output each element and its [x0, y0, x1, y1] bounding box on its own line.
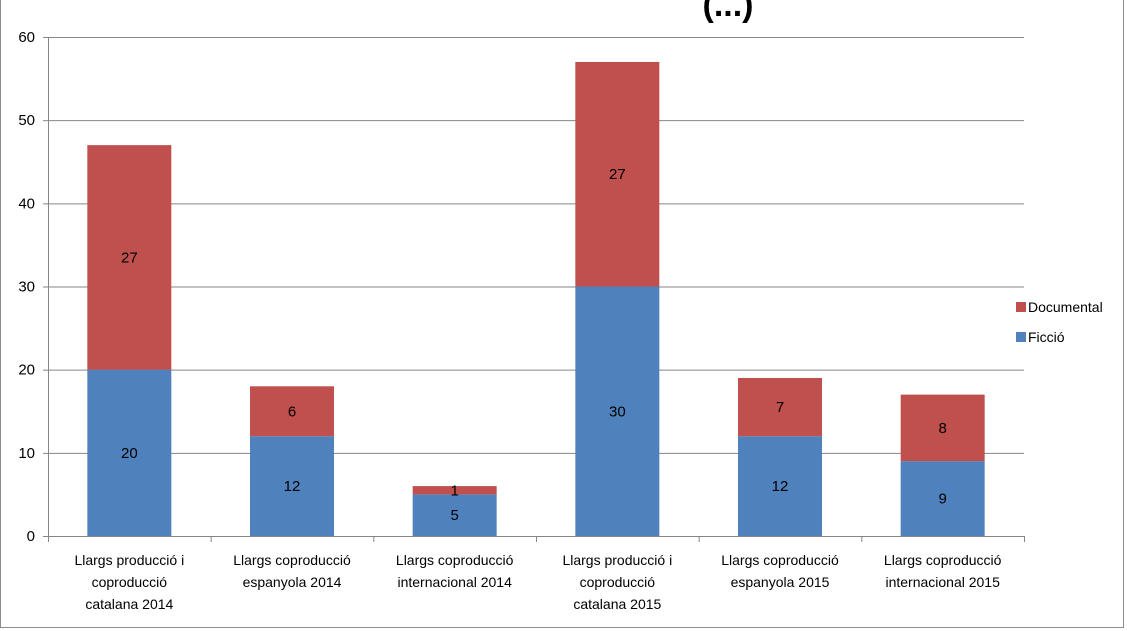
- data-label: 9: [938, 491, 946, 508]
- bar-segment: [900, 461, 985, 536]
- data-label: 27: [609, 166, 626, 183]
- legend-swatch: [1016, 332, 1026, 342]
- data-label: 12: [772, 478, 789, 495]
- chart-title: (...): [703, 0, 754, 24]
- bar-segment: [250, 386, 334, 437]
- y-tick-label: 30: [18, 279, 35, 296]
- data-label: 1: [450, 482, 458, 499]
- x-category-label: Llargs coproducció internacional 2014: [396, 552, 514, 590]
- bar-segment: [738, 377, 822, 437]
- data-label: 20: [121, 445, 138, 462]
- y-tick-label: 10: [18, 445, 35, 462]
- x-category-label: Llargs coproducció espanyola 2015: [721, 552, 839, 590]
- legend-label: Documental: [1028, 299, 1103, 315]
- bar-segment: [87, 145, 172, 370]
- data-label: 12: [284, 478, 301, 495]
- x-category-label: Llargs coproducció espanyola 2014: [233, 552, 351, 590]
- data-label: 27: [121, 249, 138, 266]
- bar-segment: [900, 394, 985, 462]
- gridlines: [48, 37, 1024, 454]
- bars: [87, 61, 985, 536]
- y-tick-label: 20: [18, 362, 35, 379]
- bar-segment: [575, 61, 660, 287]
- data-labels: 20 27 12 6 5 1 30 27 12 7 9 8: [121, 166, 947, 524]
- data-label: 5: [450, 507, 458, 524]
- data-label: 6: [288, 403, 296, 420]
- data-label: 7: [776, 399, 784, 416]
- y-tick-label: 40: [18, 195, 35, 212]
- x-category-label: Llargs producció i coproducció catalana 20…: [562, 552, 672, 612]
- bar-segment: [412, 494, 497, 536]
- bar-segment: [738, 436, 822, 536]
- x-category-label: Llargs coproducció internacional 2015: [884, 552, 1002, 590]
- legend-swatch: [1016, 302, 1026, 312]
- axes: 0 10 20 30 40 50 60 Llargs producció i coproducc…: [18, 29, 1025, 612]
- y-tick-label: 0: [27, 528, 35, 545]
- bar-segment: [412, 486, 497, 495]
- data-label: 30: [609, 403, 626, 420]
- legend: Documental Ficció: [1016, 299, 1103, 345]
- bar-segment: [250, 436, 334, 536]
- bar-segment: [87, 369, 172, 536]
- x-category-label: Llargs producció i coproducció catalana 20…: [74, 552, 184, 612]
- data-label: 8: [938, 420, 946, 437]
- bar-segment: [575, 286, 660, 536]
- legend-label: Ficció: [1028, 329, 1065, 345]
- y-tick-label: 60: [18, 29, 35, 46]
- y-tick-label: 50: [18, 112, 35, 129]
